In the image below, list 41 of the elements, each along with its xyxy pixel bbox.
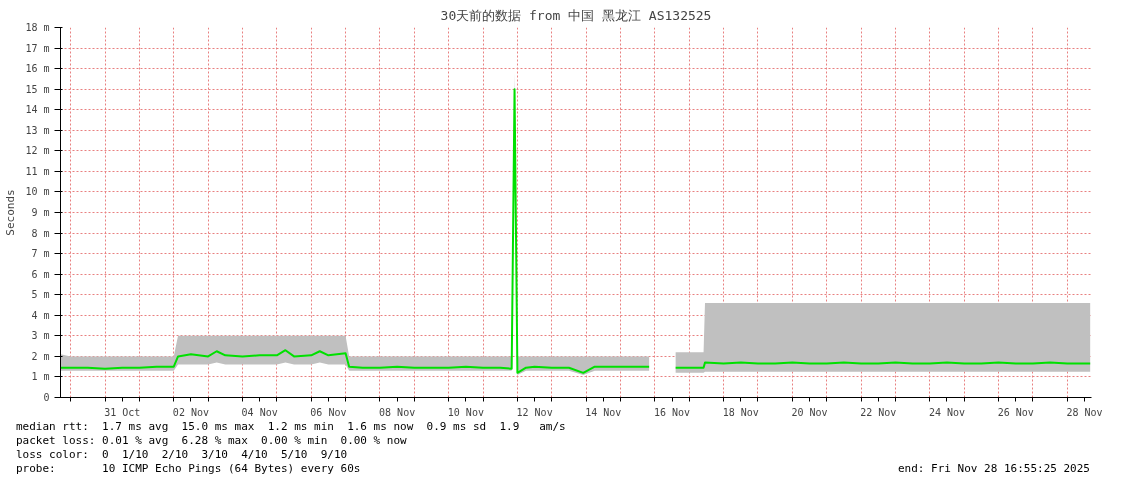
y-tick-label: 6 m	[31, 268, 50, 280]
y-tick-label: 4 m	[31, 309, 50, 321]
x-tick-label: 18 Nov	[722, 406, 759, 418]
y-tick-label: 17 m	[25, 42, 50, 54]
x-tick-label: 28 Nov	[1066, 406, 1103, 418]
y-tick-label: 12 m	[25, 145, 50, 157]
x-tick-label: 24 Nov	[928, 406, 966, 418]
y-tick-label: 0	[43, 392, 50, 403]
x-tick-label: 04 Nov	[241, 406, 278, 418]
y-tick-label: 16 m	[25, 63, 50, 75]
x-tick-label: 06 Nov	[310, 406, 347, 418]
x-tick-label: 14 Nov	[585, 406, 622, 418]
x-tick-label: 10 Nov	[447, 406, 484, 418]
x-tick-label: 22 Nov	[860, 406, 897, 418]
x-tick-label: 31 Oct	[104, 406, 141, 418]
y-tick-label: 3 m	[31, 330, 50, 342]
x-tick-label: 08 Nov	[379, 406, 416, 418]
x-tick-label: 20 Nov	[791, 406, 828, 418]
x-tick-label: 02 Nov	[172, 406, 209, 418]
x-tick-label: 26 Nov	[997, 406, 1034, 418]
x-tick-label: 16 Nov	[654, 406, 691, 418]
y-tick-label: 15 m	[25, 83, 50, 95]
text: packet loss: 0.01 % avg 6.28 % max 0.00 % min 0.00 % now	[16, 434, 408, 448]
y-tick-label: 10 m	[25, 186, 50, 198]
text: loss color: 0 1/10 2/10 3/10 4/10 5/10 9/10	[16, 448, 349, 462]
y-tick-label: 2 m	[31, 350, 50, 362]
chart-title: 30天前的数据 from 中国 黑龙江 AS132525	[440, 7, 712, 23]
y-tick-label: 9 m	[31, 207, 50, 218]
y-tick-label: 5 m	[31, 289, 50, 301]
x-tick-label: 12 Nov	[516, 406, 553, 418]
text: median rtt: 1.7 ms avg 15.0 ms max 1.2 ms min 1.6 ms now 0.9 ms sd 1.9 am/s	[16, 420, 567, 434]
y-tick-label: 8 m	[31, 227, 50, 239]
y-tick-label: 14 m	[25, 104, 50, 116]
y-tick-label: 7 m	[31, 248, 50, 260]
y-tick-label: 11 m	[25, 165, 50, 177]
text: probe: 10 ICMP Echo Pings (64 Bytes) every 60s	[16, 462, 361, 475]
y-tick-label: 18 m	[25, 22, 50, 33]
y-axis-title: Seconds	[4, 189, 18, 236]
y-tick-label: 1 m	[31, 371, 50, 383]
text: end: Fri Nov 28 16:55:25 2025	[897, 462, 1090, 476]
y-tick-label: 13 m	[25, 124, 50, 136]
